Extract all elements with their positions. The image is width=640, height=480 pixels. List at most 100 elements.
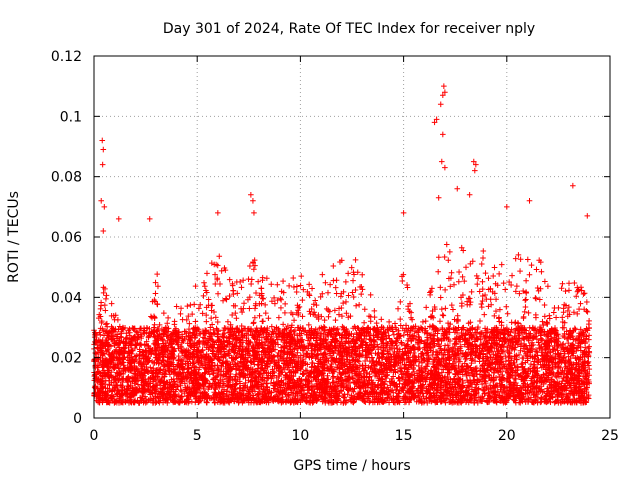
data-point	[205, 296, 212, 303]
data-point	[100, 290, 107, 296]
data-point	[480, 248, 487, 254]
data-point	[566, 287, 572, 294]
data-point	[286, 283, 292, 289]
data-point	[226, 276, 233, 283]
data-point	[238, 284, 245, 291]
data-point	[373, 320, 380, 326]
data-point	[246, 305, 253, 312]
data-point	[259, 334, 265, 341]
data-point	[495, 315, 502, 322]
data-point	[262, 302, 268, 308]
data-point	[395, 368, 401, 375]
data-point	[437, 318, 443, 325]
data-point	[458, 303, 465, 309]
data-point	[361, 306, 368, 313]
data-point	[349, 289, 356, 296]
data-point	[566, 390, 573, 397]
data-point	[177, 387, 184, 393]
data-point	[461, 360, 468, 367]
data-point	[297, 282, 304, 289]
data-point	[367, 292, 374, 298]
data-point	[480, 255, 486, 261]
data-point	[441, 254, 448, 260]
data-point	[147, 397, 153, 404]
data-point	[352, 257, 359, 263]
data-point	[293, 289, 300, 295]
data-point	[526, 271, 533, 278]
data-point	[321, 317, 328, 323]
data-point	[585, 359, 592, 365]
data-point	[449, 302, 455, 308]
data-point	[251, 266, 257, 273]
data-point	[584, 309, 591, 315]
data-point	[528, 262, 535, 268]
data-point	[319, 290, 326, 297]
data-point	[248, 281, 254, 287]
data-point	[258, 285, 265, 292]
data-point	[498, 261, 505, 268]
data-point	[353, 302, 359, 309]
data-point	[327, 384, 333, 390]
data-point	[566, 304, 572, 310]
data-point	[259, 295, 266, 302]
data-point	[98, 299, 104, 306]
data-point	[299, 359, 305, 366]
data-point	[152, 290, 159, 297]
data-point	[255, 278, 261, 285]
data-point	[269, 298, 275, 305]
data-point	[216, 253, 223, 260]
data-point	[129, 347, 136, 354]
data-point	[539, 336, 545, 343]
data-point	[102, 307, 109, 314]
data-point	[277, 295, 284, 302]
data-point	[178, 393, 185, 400]
data-point	[253, 290, 259, 296]
data-point	[361, 319, 367, 326]
data-point	[203, 318, 210, 325]
data-point	[439, 306, 445, 312]
data-point	[520, 288, 526, 294]
data-point	[179, 316, 186, 323]
data-point	[282, 310, 288, 316]
data-point	[545, 283, 551, 289]
data-point	[473, 273, 480, 279]
data-point	[508, 282, 514, 288]
data-point	[479, 304, 485, 310]
data-point	[94, 344, 101, 351]
data-point	[343, 310, 350, 317]
data-point	[437, 294, 444, 301]
data-point	[108, 300, 115, 307]
data-point	[534, 285, 541, 291]
data-point	[481, 377, 488, 384]
data-point	[514, 283, 520, 289]
data-point	[211, 309, 217, 315]
data-point	[325, 313, 332, 320]
data-point	[98, 320, 105, 326]
data-point	[218, 268, 225, 274]
scatter-points	[91, 83, 593, 406]
data-point	[274, 281, 281, 288]
data-point	[562, 288, 569, 294]
data-point	[290, 275, 297, 281]
data-point	[356, 301, 362, 308]
data-point	[225, 318, 231, 325]
data-point	[550, 309, 557, 316]
data-point	[448, 275, 454, 281]
data-point	[241, 300, 247, 307]
data-point	[512, 319, 519, 326]
data-point	[343, 279, 349, 285]
data-point	[189, 364, 195, 371]
data-point	[558, 285, 565, 292]
data-point	[348, 264, 355, 271]
data-point	[161, 310, 167, 316]
data-point	[362, 358, 368, 364]
data-point	[559, 314, 566, 321]
data-point	[447, 249, 453, 255]
data-point	[581, 290, 588, 297]
data-point	[395, 305, 401, 312]
data-point	[359, 271, 366, 278]
data-point	[571, 280, 578, 286]
data-point	[249, 276, 255, 283]
data-point	[152, 279, 159, 286]
